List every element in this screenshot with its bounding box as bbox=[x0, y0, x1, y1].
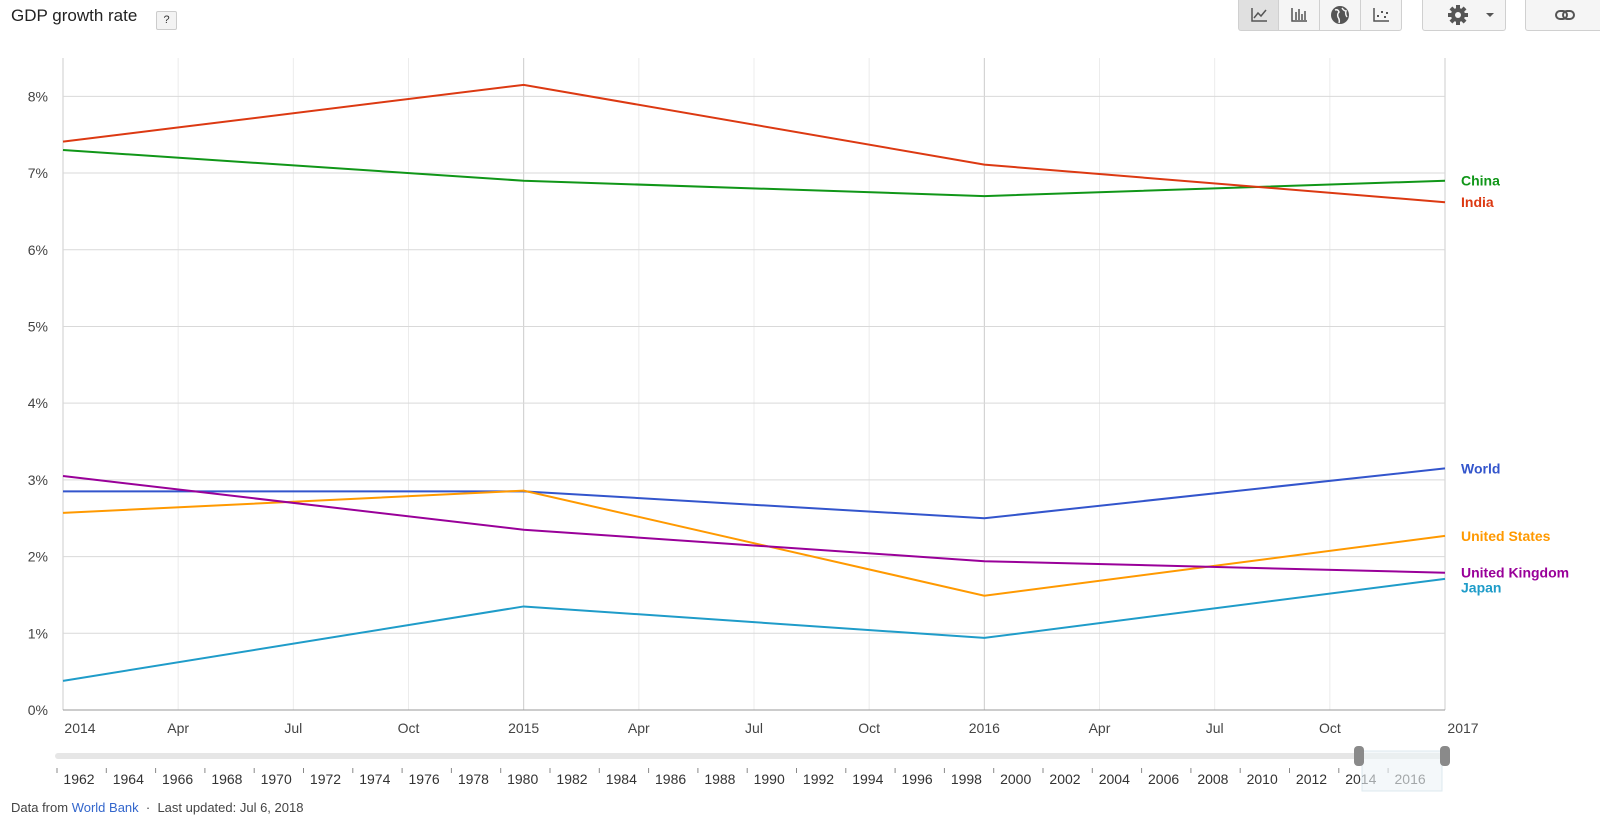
series-label-united-kingdom[interactable]: United Kingdom bbox=[1461, 565, 1569, 581]
timeline-year-label: 2006 bbox=[1148, 771, 1179, 787]
chart-title: GDP growth rate bbox=[11, 6, 138, 25]
timeline-year-label: 1990 bbox=[754, 771, 785, 787]
series-label-japan[interactable]: Japan bbox=[1461, 580, 1501, 596]
y-tick-label: 5% bbox=[28, 318, 48, 334]
chart-type-toolbar bbox=[1238, 0, 1402, 32]
series-line-united-kingdom[interactable] bbox=[62, 475, 1446, 574]
timeline-track[interactable] bbox=[55, 753, 1448, 759]
bar-chart-button[interactable] bbox=[1279, 0, 1320, 31]
series-line-japan[interactable] bbox=[62, 577, 1446, 682]
timeline-year-label: 2008 bbox=[1197, 771, 1228, 787]
link-icon bbox=[1555, 10, 1575, 20]
bar-chart-icon bbox=[1291, 8, 1307, 22]
y-tick-label: 0% bbox=[28, 702, 48, 718]
x-tick-label: Oct bbox=[1319, 720, 1341, 736]
timeline-year-label: 1976 bbox=[409, 771, 440, 787]
timeline-handle-end[interactable] bbox=[1440, 746, 1450, 766]
x-tick-label: 2014 bbox=[64, 720, 95, 736]
chevron-down-icon bbox=[1486, 13, 1494, 17]
timeline-year-label: 1996 bbox=[902, 771, 933, 787]
timeline-year-label: 1968 bbox=[211, 771, 242, 787]
x-tick-label: Apr bbox=[1089, 720, 1111, 736]
timeline-year-label: 1966 bbox=[162, 771, 193, 787]
series-label-united-states[interactable]: United States bbox=[1461, 528, 1551, 544]
scatter-chart-button[interactable] bbox=[1361, 0, 1402, 31]
timeline-year-label: 1992 bbox=[803, 771, 834, 787]
line-chart-button[interactable] bbox=[1238, 0, 1279, 31]
x-tick-label: Oct bbox=[858, 720, 880, 736]
footer: Data from World Bank · Last updated: Jul… bbox=[11, 800, 304, 815]
last-updated: Last updated: Jul 6, 2018 bbox=[157, 800, 304, 815]
timeline-year-label: 1962 bbox=[63, 771, 94, 787]
x-tick-label: 2017 bbox=[1447, 720, 1478, 736]
x-tick-label: 2015 bbox=[508, 720, 539, 736]
series-label-india[interactable]: India bbox=[1461, 194, 1494, 210]
x-tick-label: 2016 bbox=[969, 720, 1000, 736]
y-tick-label: 6% bbox=[28, 242, 48, 258]
y-tick-label: 7% bbox=[28, 165, 48, 181]
gear-icon bbox=[1448, 5, 1494, 25]
share-link-button[interactable] bbox=[1525, 0, 1600, 31]
timeline-year-label: 1964 bbox=[113, 771, 144, 787]
series-line-china[interactable] bbox=[62, 149, 1446, 198]
timeline-year-label: 2004 bbox=[1099, 771, 1130, 787]
y-tick-label: 3% bbox=[28, 472, 48, 488]
timeline-year-label: 1988 bbox=[704, 771, 735, 787]
series-line-world[interactable] bbox=[63, 467, 1446, 520]
y-tick-label: 2% bbox=[28, 549, 48, 565]
timeline-year-label: 2000 bbox=[1000, 771, 1031, 787]
timeline-year-label: 2002 bbox=[1049, 771, 1080, 787]
globe-icon bbox=[1331, 6, 1349, 24]
series-label-china[interactable]: China bbox=[1461, 173, 1500, 189]
x-tick-label: Apr bbox=[628, 720, 650, 736]
x-tick-label: Jul bbox=[745, 720, 763, 736]
timeline-year-label: 2010 bbox=[1247, 771, 1278, 787]
settings-button[interactable] bbox=[1422, 0, 1506, 31]
footer-prefix: Data from bbox=[11, 800, 69, 815]
timeline-year-label: 2012 bbox=[1296, 771, 1327, 787]
line-chart-icon bbox=[1250, 8, 1267, 22]
x-tick-label: Jul bbox=[1206, 720, 1224, 736]
series-line-united-states[interactable] bbox=[62, 489, 1446, 597]
y-tick-label: 4% bbox=[28, 395, 48, 411]
x-tick-label: Jul bbox=[284, 720, 302, 736]
x-tick-label: Oct bbox=[398, 720, 420, 736]
timeline-year-label: 1984 bbox=[606, 771, 637, 787]
timeline-year-label: 1974 bbox=[359, 771, 390, 787]
timeline-year-label: 1970 bbox=[261, 771, 292, 787]
y-tick-label: 8% bbox=[28, 88, 48, 104]
series-line-india[interactable] bbox=[62, 83, 1446, 204]
source-link[interactable]: World Bank bbox=[71, 800, 139, 815]
y-tick-label: 1% bbox=[28, 625, 48, 641]
timeline-year-label: 1980 bbox=[507, 771, 538, 787]
timeline-year-label: 1986 bbox=[655, 771, 686, 787]
timeline-year-label: 1972 bbox=[310, 771, 341, 787]
scatter-plot-icon bbox=[1373, 8, 1389, 22]
series-label-world[interactable]: World bbox=[1461, 460, 1500, 476]
timeline-year-label: 1998 bbox=[951, 771, 982, 787]
timeline-year-label: 1982 bbox=[556, 771, 587, 787]
timeline-year-label: 1994 bbox=[852, 771, 883, 787]
x-tick-label: Apr bbox=[167, 720, 189, 736]
map-button[interactable] bbox=[1320, 0, 1361, 31]
timeline-handle-start[interactable] bbox=[1354, 746, 1364, 766]
timeline-selection bbox=[1361, 750, 1443, 792]
help-button[interactable]: ? bbox=[156, 11, 177, 30]
timeline-year-label: 1978 bbox=[458, 771, 489, 787]
